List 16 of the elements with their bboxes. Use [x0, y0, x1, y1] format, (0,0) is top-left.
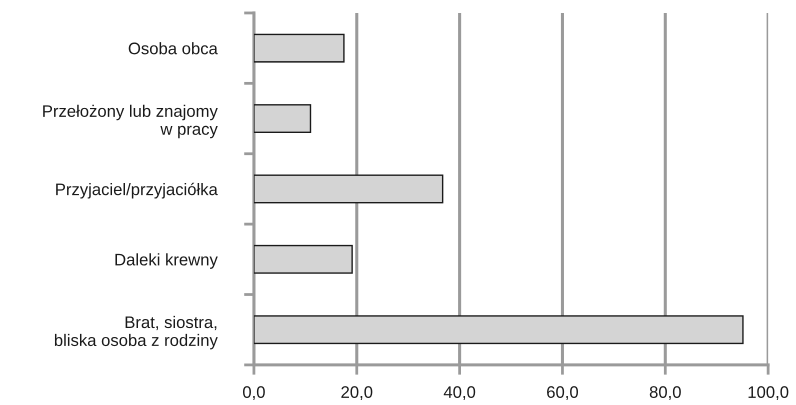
- bar: [254, 244, 353, 274]
- bar: [254, 174, 444, 204]
- x-tick-label: 60,0: [547, 386, 578, 400]
- bar: [254, 315, 744, 344]
- x-tick-label: 40,0: [444, 386, 476, 400]
- y-tick-label: Daleki krewny: [115, 253, 218, 269]
- x-tick-label: 0,0: [242, 386, 265, 400]
- x-tick-label: 100,0: [748, 386, 788, 400]
- y-tick-label: Brat, siostra, bliska osoba z rodziny: [54, 316, 218, 350]
- bar: [254, 34, 345, 63]
- x-tick-label: 20,0: [341, 386, 372, 400]
- x-tick-label: 80,0: [650, 386, 681, 400]
- y-tick-label: Przełożony lub znajomy w pracy: [43, 104, 218, 138]
- y-tick-label: Przyjaciel/przyjaciółka: [56, 182, 218, 199]
- y-tick-label: Osoba obca: [128, 42, 218, 54]
- bar: [254, 104, 312, 133]
